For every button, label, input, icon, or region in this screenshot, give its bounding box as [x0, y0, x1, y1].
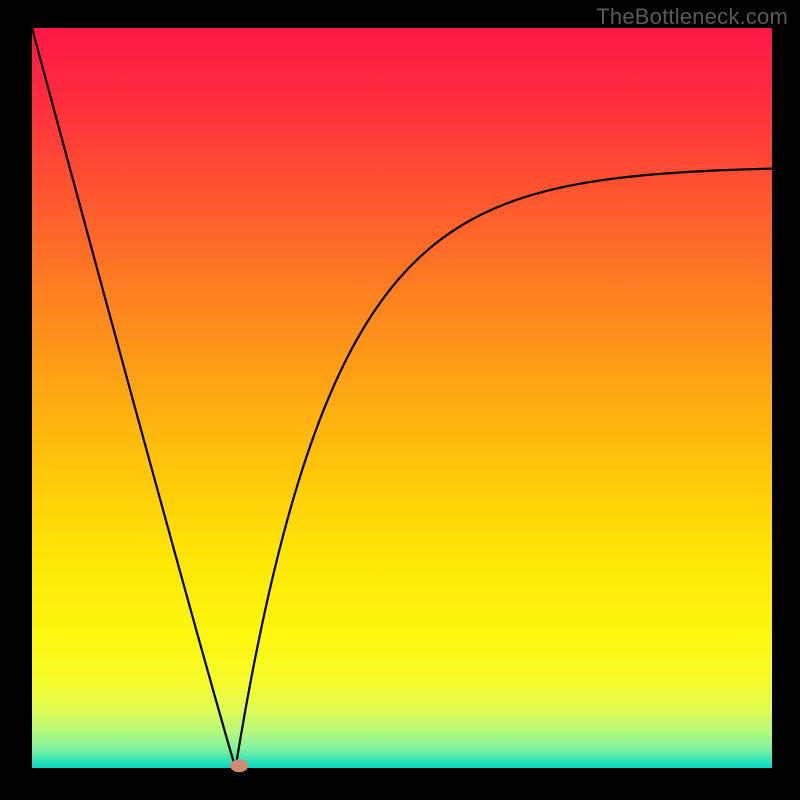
minimum-marker	[230, 759, 248, 772]
watermark-text: TheBottleneck.com	[596, 4, 788, 30]
plot-background	[32, 28, 772, 768]
chart-container: TheBottleneck.com	[0, 0, 800, 800]
chart-svg	[0, 0, 800, 800]
